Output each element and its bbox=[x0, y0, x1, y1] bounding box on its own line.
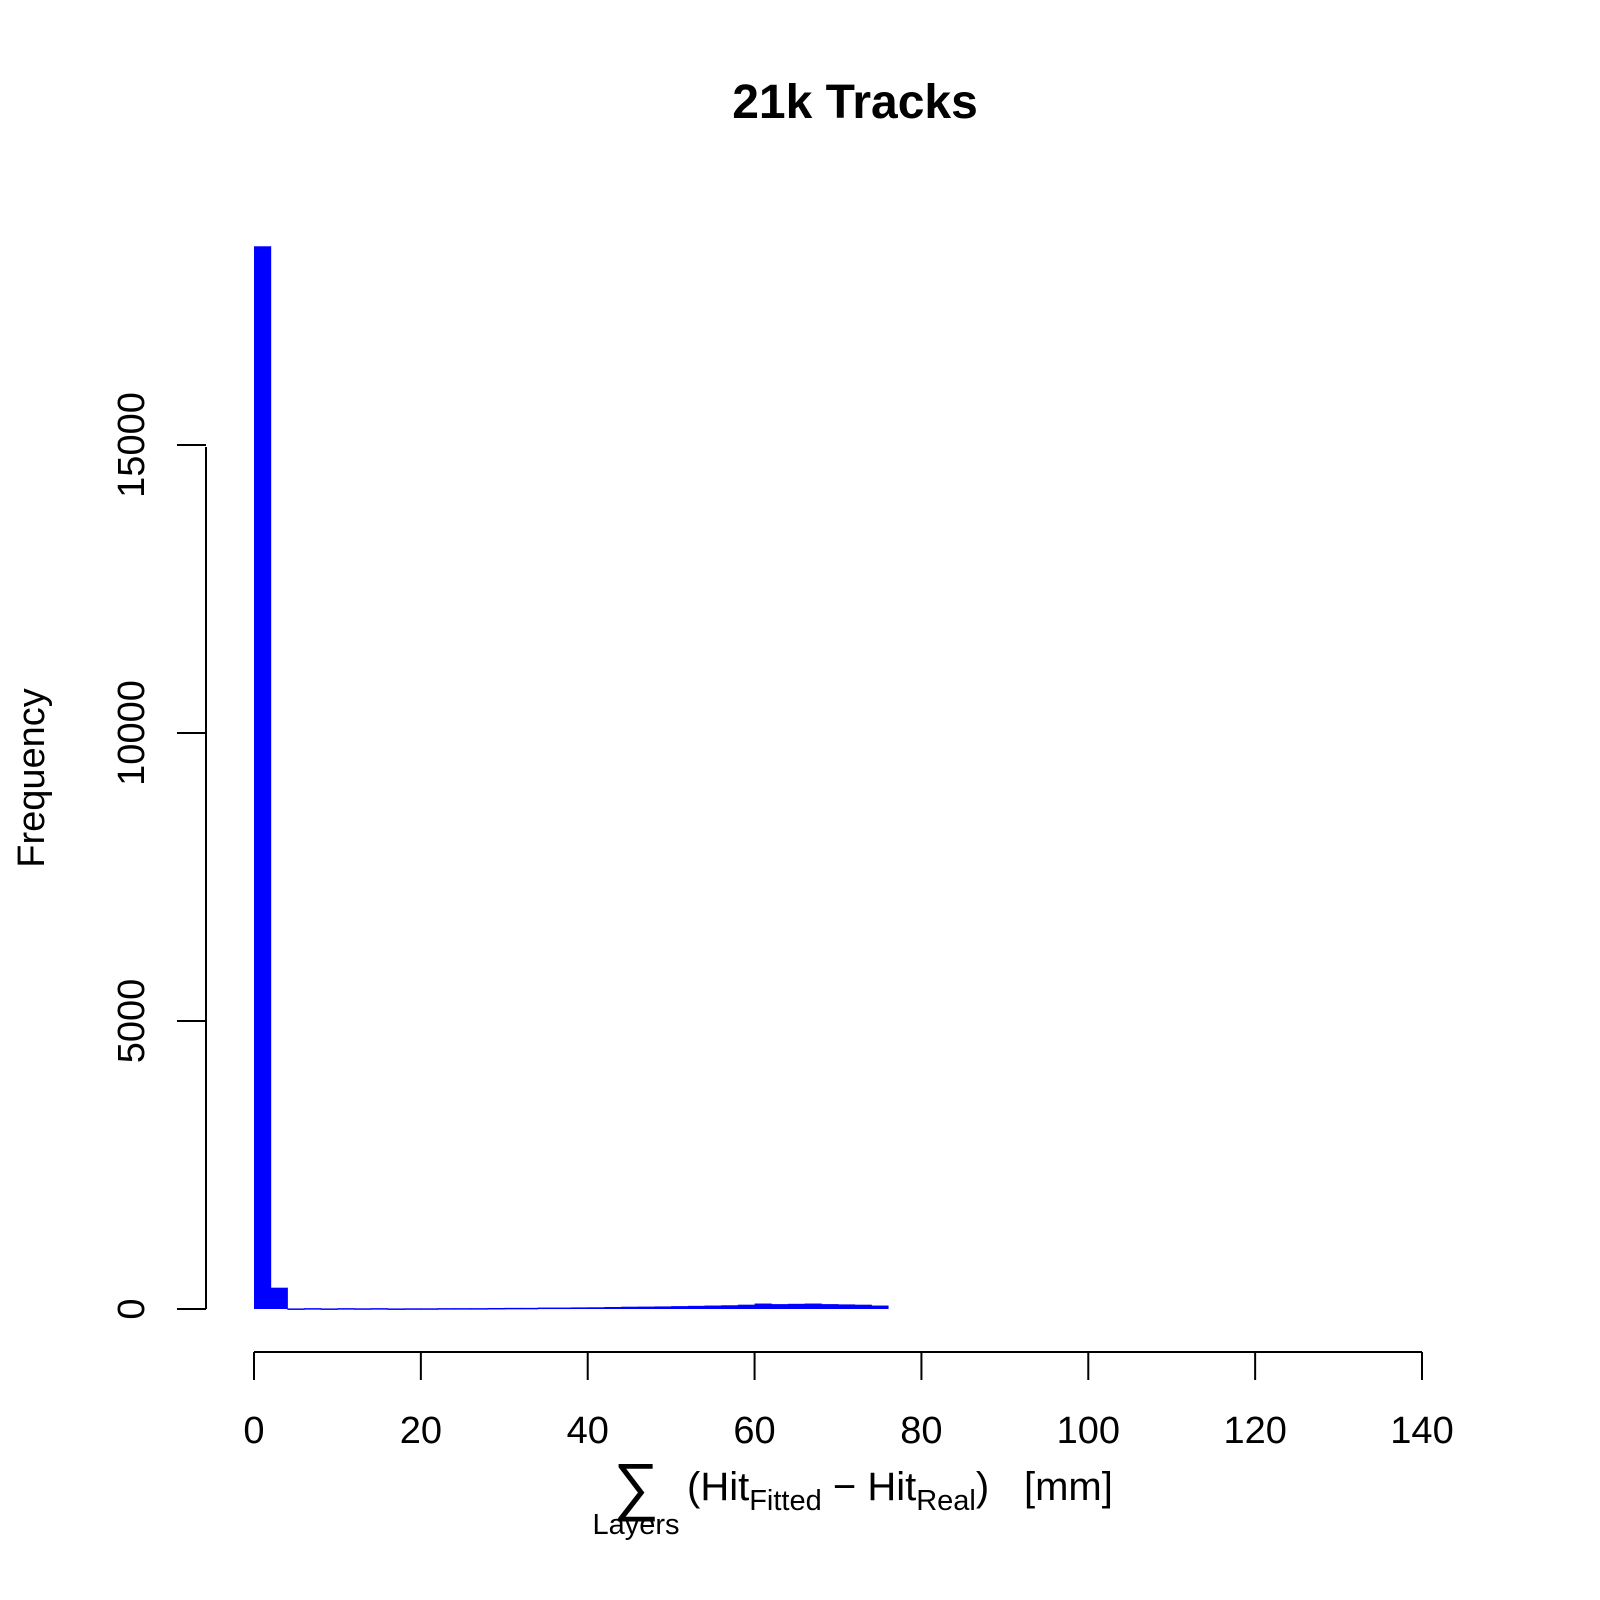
histogram-bar-7 bbox=[370, 1308, 388, 1310]
histogram-bar-1 bbox=[270, 1287, 288, 1309]
histogram-bar-17 bbox=[537, 1307, 555, 1310]
x-axis-label: ∑ Layers (HitFitted − HitReal) [mm] bbox=[592, 1450, 1112, 1541]
histogram-bar-24 bbox=[654, 1306, 672, 1309]
histogram-bar-37 bbox=[871, 1305, 889, 1309]
histogram-bar-30 bbox=[754, 1303, 772, 1309]
histogram-bar-16 bbox=[520, 1307, 539, 1310]
histogram-bar-34 bbox=[821, 1304, 839, 1309]
histogram-bars bbox=[254, 246, 889, 1310]
x-tick-label: 40 bbox=[567, 1410, 609, 1452]
histogram-bar-23 bbox=[637, 1306, 655, 1309]
histogram-bar-9 bbox=[404, 1308, 422, 1310]
histogram-bar-26 bbox=[687, 1305, 706, 1309]
histogram-bar-18 bbox=[554, 1307, 572, 1310]
x-label-sum-symbol: ∑ bbox=[613, 1450, 659, 1522]
histogram-bar-3 bbox=[304, 1308, 322, 1310]
x-tick-label: 140 bbox=[1390, 1410, 1453, 1452]
histogram-bar-21 bbox=[604, 1306, 622, 1309]
histogram-bar-25 bbox=[671, 1306, 689, 1309]
histogram-bar-8 bbox=[387, 1308, 405, 1310]
histogram-bar-32 bbox=[787, 1303, 806, 1309]
y-tick-label: 0 bbox=[111, 1298, 153, 1319]
x-tick-label: 20 bbox=[400, 1410, 442, 1452]
histogram-bar-15 bbox=[504, 1307, 522, 1310]
histogram-bar-10 bbox=[420, 1308, 439, 1310]
histogram-bar-12 bbox=[454, 1308, 472, 1310]
x-tick-label: 120 bbox=[1223, 1410, 1286, 1452]
x-label-unit: [mm] bbox=[1024, 1465, 1113, 1509]
y-tick-label: 5000 bbox=[111, 979, 153, 1064]
histogram-bar-31 bbox=[771, 1304, 789, 1309]
x-tick-label: 0 bbox=[243, 1410, 264, 1452]
y-axis-label: Frequency bbox=[11, 688, 53, 868]
chart-title: 21k Tracks bbox=[732, 76, 978, 129]
histogram-bar-33 bbox=[804, 1303, 822, 1309]
histogram-bar-2 bbox=[287, 1308, 305, 1310]
histogram-bar-4 bbox=[320, 1308, 338, 1310]
histogram-bar-36 bbox=[854, 1304, 872, 1309]
x-tick-label: 60 bbox=[733, 1410, 775, 1452]
y-axis-ticks: 0 5000 10000 15000 bbox=[111, 392, 206, 1320]
histogram-bar-22 bbox=[621, 1306, 639, 1309]
x-tick-label: 100 bbox=[1057, 1410, 1120, 1452]
y-tick-label: 10000 bbox=[111, 680, 153, 786]
histogram-bar-20 bbox=[587, 1307, 605, 1309]
x-label-expression: (HitFitted − HitReal) bbox=[687, 1465, 989, 1517]
histogram-bar-14 bbox=[487, 1307, 505, 1310]
histogram-bar-27 bbox=[704, 1305, 722, 1309]
histogram-bar-13 bbox=[470, 1308, 489, 1310]
histogram-bar-28 bbox=[721, 1305, 739, 1309]
histogram-bar-35 bbox=[838, 1304, 856, 1309]
histogram-bar-6 bbox=[354, 1308, 372, 1310]
x-label-sum-subscript: Layers bbox=[592, 1509, 679, 1541]
histogram-bar-0 bbox=[254, 246, 272, 1309]
histogram-bar-11 bbox=[437, 1308, 455, 1310]
histogram-bar-5 bbox=[337, 1308, 355, 1310]
histogram-bar-29 bbox=[737, 1304, 756, 1309]
x-axis-ticks: 0 20 40 60 80 100 120 140 bbox=[243, 1352, 1454, 1452]
y-tick-label: 15000 bbox=[111, 392, 153, 498]
histogram-bar-19 bbox=[571, 1307, 589, 1309]
x-tick-label: 80 bbox=[900, 1410, 942, 1452]
